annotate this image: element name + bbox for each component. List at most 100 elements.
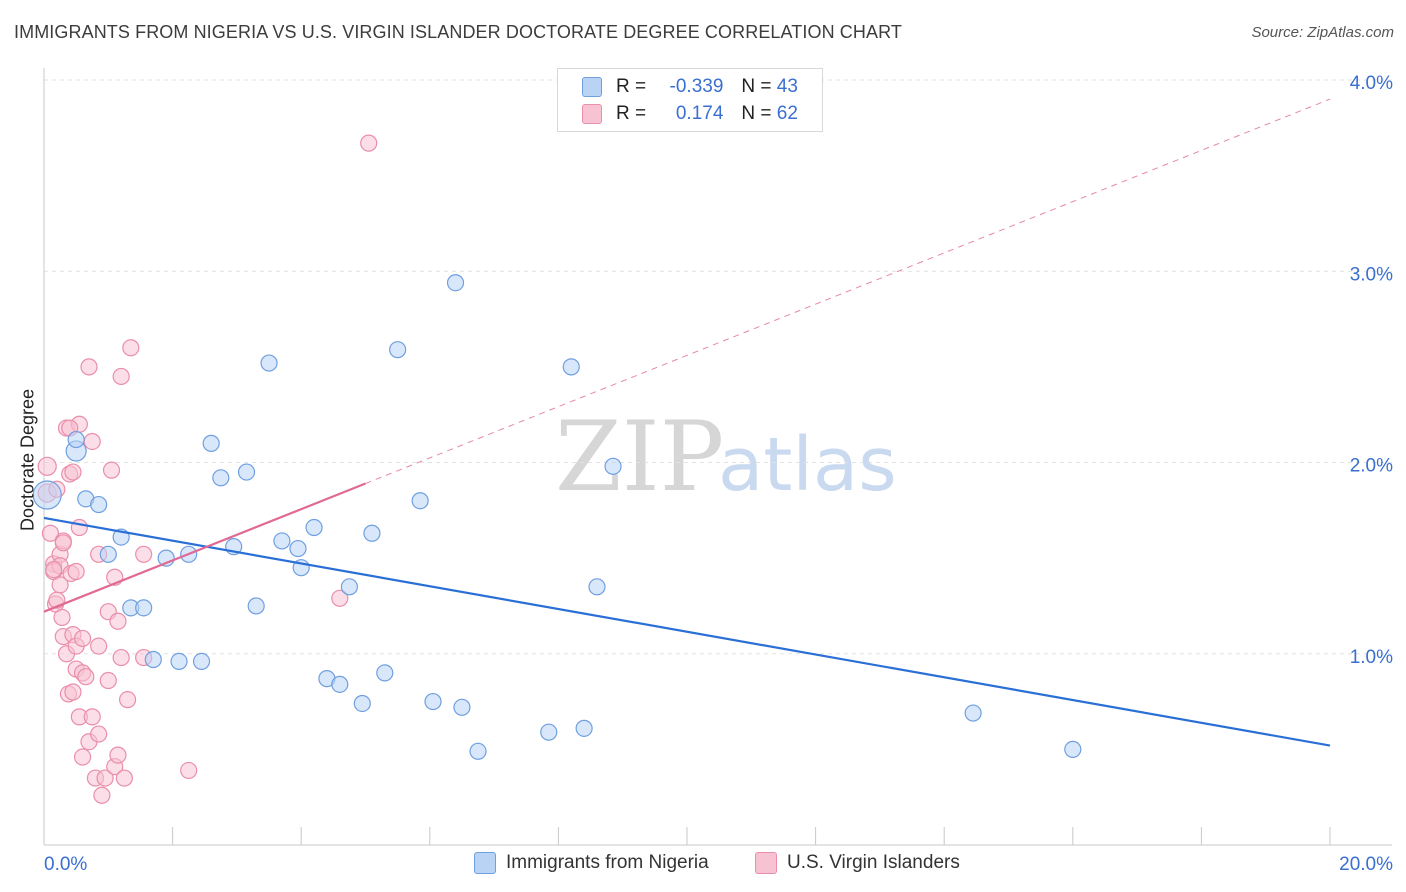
data-point bbox=[73, 748, 92, 766]
data-point bbox=[64, 683, 82, 701]
trend-line-nigeria bbox=[43, 516, 1331, 747]
data-point bbox=[80, 358, 98, 376]
data-point bbox=[340, 578, 359, 596]
data-point bbox=[90, 637, 108, 655]
data-point bbox=[446, 274, 465, 292]
data-point bbox=[122, 339, 140, 357]
legend-item-virgin-islanders[interactable]: U.S. Virgin Islanders bbox=[755, 852, 960, 874]
data-point bbox=[83, 432, 101, 451]
data-point bbox=[273, 532, 291, 550]
data-point bbox=[54, 534, 72, 552]
data-point bbox=[247, 597, 265, 615]
data-point bbox=[90, 725, 108, 743]
trend-line-virgin-islanders bbox=[43, 482, 366, 613]
x-tick-label: 0.0% bbox=[44, 854, 87, 875]
data-point bbox=[83, 708, 101, 726]
data-point bbox=[41, 524, 60, 542]
data-point bbox=[469, 742, 487, 760]
data-point bbox=[237, 463, 256, 481]
trend-line-virgin-islanders-extrapolated bbox=[365, 98, 1331, 485]
legend-row-virgin-islanders: R = 0.174 N = 62 bbox=[582, 100, 798, 128]
data-point bbox=[353, 694, 371, 713]
data-point bbox=[73, 629, 92, 648]
legend-swatch-pink bbox=[582, 104, 602, 124]
data-point bbox=[562, 358, 580, 376]
legend-r-value: -0.339 bbox=[669, 76, 724, 97]
chart-source: Source: ZipAtlas.com bbox=[1251, 24, 1394, 41]
data-point bbox=[99, 671, 117, 690]
data-point bbox=[389, 341, 407, 359]
data-point bbox=[144, 650, 162, 669]
data-point bbox=[102, 461, 121, 479]
data-point bbox=[32, 480, 62, 510]
series-nigeria bbox=[32, 274, 1082, 760]
legend-n-value: 62 bbox=[776, 103, 798, 124]
legend-box: R = -0.339 N = 43 R = 0.174 N = 62 bbox=[557, 68, 823, 132]
legend-swatch-blue bbox=[582, 77, 602, 97]
data-point bbox=[212, 469, 230, 487]
tick-labels: 1.0% 2.0% 3.0% 4.0% 0.0% 20.0% bbox=[44, 73, 1393, 875]
bottom-legend: Immigrants from Nigeria U.S. Virgin Isla… bbox=[0, 850, 1406, 880]
data-point bbox=[331, 589, 349, 607]
y-tick-label: 3.0% bbox=[1350, 264, 1393, 285]
data-point bbox=[112, 648, 130, 667]
data-point bbox=[363, 524, 381, 542]
data-point bbox=[1064, 740, 1082, 758]
data-point bbox=[453, 698, 471, 716]
data-point bbox=[170, 652, 188, 671]
data-point bbox=[109, 612, 127, 630]
data-point bbox=[575, 719, 593, 737]
data-point bbox=[202, 434, 220, 452]
data-point bbox=[67, 562, 85, 581]
data-point bbox=[135, 599, 153, 617]
data-point bbox=[37, 456, 57, 476]
data-point bbox=[118, 691, 137, 709]
legend-item-nigeria[interactable]: Immigrants from Nigeria bbox=[474, 852, 709, 874]
data-point bbox=[67, 430, 85, 449]
data-point bbox=[192, 652, 211, 671]
legend-n-label: N = bbox=[741, 76, 772, 97]
grid-lines bbox=[44, 79, 1392, 655]
series-virgin-islanders bbox=[37, 134, 378, 804]
y-tick-label: 2.0% bbox=[1350, 456, 1393, 477]
data-point bbox=[90, 495, 108, 514]
watermark-atlas: atlas bbox=[718, 422, 897, 508]
watermark-zip: ZIP bbox=[555, 401, 724, 513]
data-point bbox=[376, 664, 394, 682]
data-point bbox=[53, 608, 71, 627]
legend-swatch-blue bbox=[474, 852, 496, 874]
data-point bbox=[540, 723, 558, 741]
data-point bbox=[99, 545, 117, 563]
data-point bbox=[115, 769, 133, 787]
legend-n-label: N = bbox=[741, 103, 772, 124]
legend-item-label: U.S. Virgin Islanders bbox=[787, 852, 960, 873]
data-point bbox=[964, 704, 982, 722]
data-point bbox=[588, 578, 606, 596]
legend-swatch-pink bbox=[755, 852, 777, 874]
y-tick-label: 4.0% bbox=[1350, 73, 1393, 94]
y-axis-label: Doctorate Degree bbox=[17, 388, 38, 532]
legend-item-label: Immigrants from Nigeria bbox=[506, 852, 709, 873]
data-point bbox=[64, 463, 82, 481]
y-tick-label: 1.0% bbox=[1350, 647, 1393, 668]
trend-lines bbox=[43, 98, 1331, 747]
data-point bbox=[180, 761, 198, 780]
legend-r-label: R = bbox=[616, 76, 647, 97]
data-point bbox=[93, 786, 111, 804]
data-point bbox=[135, 545, 153, 563]
data-point bbox=[411, 492, 429, 510]
data-point bbox=[305, 518, 323, 537]
legend-row-nigeria: R = -0.339 N = 43 bbox=[582, 73, 798, 101]
data-point bbox=[77, 668, 95, 686]
data-point bbox=[45, 560, 63, 579]
watermark: ZIP atlas bbox=[555, 401, 897, 513]
data-point bbox=[331, 675, 349, 693]
data-point bbox=[109, 746, 127, 764]
data-point bbox=[360, 134, 378, 152]
data-point bbox=[96, 769, 114, 787]
data-point bbox=[604, 457, 622, 475]
data-point bbox=[289, 539, 307, 558]
legend-r-label: R = bbox=[616, 103, 647, 124]
legend-r-value: 0.174 bbox=[675, 103, 724, 124]
